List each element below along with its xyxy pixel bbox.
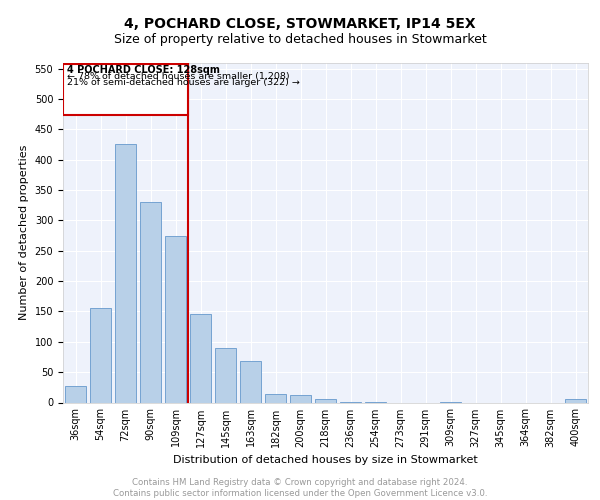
Bar [190, 314, 211, 402]
X-axis label: Distribution of detached houses by size in Stowmarket: Distribution of detached houses by size … [173, 455, 478, 465]
Text: 4, POCHARD CLOSE, STOWMARKET, IP14 5EX: 4, POCHARD CLOSE, STOWMARKET, IP14 5EX [124, 18, 476, 32]
Text: Size of property relative to detached houses in Stowmarket: Size of property relative to detached ho… [113, 32, 487, 46]
Bar [215, 348, 236, 403]
Bar [265, 394, 286, 402]
Bar [315, 400, 336, 402]
Text: 4 POCHARD CLOSE: 128sqm: 4 POCHARD CLOSE: 128sqm [67, 65, 220, 75]
Bar [290, 395, 311, 402]
Bar [565, 400, 586, 402]
Bar [115, 144, 136, 402]
Bar [63, 64, 188, 116]
Bar [90, 308, 111, 402]
Text: ← 78% of detached houses are smaller (1,208): ← 78% of detached houses are smaller (1,… [67, 72, 289, 80]
Bar [65, 386, 86, 402]
Bar [165, 236, 186, 402]
Text: 21% of semi-detached houses are larger (322) →: 21% of semi-detached houses are larger (… [67, 78, 299, 88]
Y-axis label: Number of detached properties: Number of detached properties [19, 145, 29, 320]
Text: Contains HM Land Registry data © Crown copyright and database right 2024.
Contai: Contains HM Land Registry data © Crown c… [113, 478, 487, 498]
Bar [240, 361, 261, 403]
Bar [140, 202, 161, 402]
